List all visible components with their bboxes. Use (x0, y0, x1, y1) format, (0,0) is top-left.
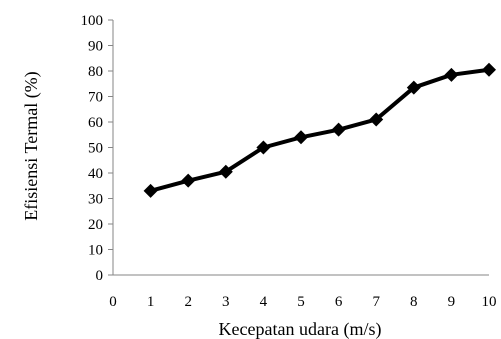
y-tick-label: 50 (88, 141, 103, 157)
y-tick-label: 90 (88, 39, 103, 55)
x-tick-label: 9 (448, 294, 456, 310)
x-tick-labels: 0 1 2 3 4 5 6 7 8 9 10 (109, 294, 496, 310)
y-tick-label: 40 (88, 166, 103, 182)
data-point (181, 173, 196, 188)
y-tick-label: 60 (88, 115, 103, 131)
y-tick-label: 30 (88, 192, 103, 208)
data-point (218, 164, 233, 179)
x-tick-label: 6 (335, 294, 343, 310)
y-tick-label: 80 (88, 64, 103, 80)
y-tick-label: 20 (88, 217, 103, 233)
x-tick-label: 5 (297, 294, 305, 310)
y-tick-label: 10 (88, 243, 103, 259)
x-tick-label: 7 (372, 294, 380, 310)
x-tick-label: 4 (260, 294, 268, 310)
y-tick-label: 70 (88, 90, 103, 106)
x-tick-label: 8 (410, 294, 418, 310)
data-point (406, 80, 421, 95)
y-tick-labels: 0 10 20 30 40 50 60 70 80 90 100 (81, 13, 104, 284)
x-tick-label: 1 (147, 294, 155, 310)
x-axis-title: Kecepatan udara (m/s) (219, 319, 382, 339)
x-tick-label: 0 (109, 294, 117, 310)
data-point (143, 183, 158, 198)
data-point (331, 122, 346, 137)
data-point (294, 130, 308, 145)
y-axis-title: Efisiensi Termal (%) (21, 71, 42, 220)
data-point (369, 112, 384, 127)
y-tick-label: 0 (96, 268, 104, 284)
series-layer (143, 62, 496, 198)
x-tick-label: 2 (184, 294, 192, 310)
data-point (482, 62, 496, 77)
x-tick-label: 3 (222, 294, 230, 310)
data-point (444, 67, 459, 82)
data-point (256, 140, 271, 155)
y-tick-label: 100 (81, 13, 104, 29)
x-tick-label: 10 (482, 294, 497, 310)
series-line (150, 67, 490, 193)
axes (108, 19, 489, 276)
